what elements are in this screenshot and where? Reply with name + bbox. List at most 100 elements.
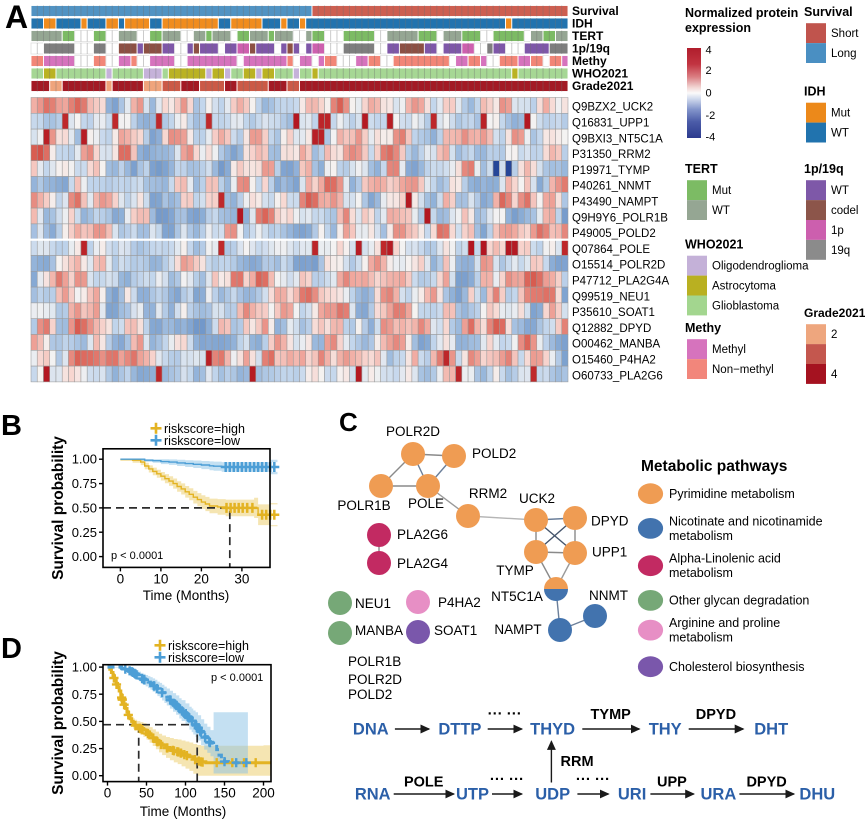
svg-text:0.75: 0.75 (72, 476, 97, 491)
svg-text:Arginine and proline: Arginine and proline (669, 616, 780, 630)
svg-text:PLA2G4: PLA2G4 (397, 556, 449, 571)
svg-text:P4HA2: P4HA2 (438, 595, 481, 610)
svg-text:C: C (339, 407, 358, 437)
svg-text:DPYD: DPYD (591, 514, 629, 529)
svg-text:TERT: TERT (572, 29, 604, 43)
svg-text:POLE: POLE (404, 775, 444, 791)
svg-text:URA: URA (701, 786, 737, 804)
svg-text:Non−methyl: Non−methyl (712, 364, 774, 376)
svg-text:DHU: DHU (799, 786, 835, 804)
svg-text:100: 100 (174, 786, 197, 801)
svg-text:Normalized protein: Normalized protein (685, 6, 798, 20)
svg-text:POLR1B: POLR1B (337, 498, 390, 513)
svg-text:P43490_NAMPT: P43490_NAMPT (572, 197, 658, 209)
svg-text:IDH: IDH (572, 17, 593, 31)
svg-text:Short: Short (831, 28, 859, 40)
svg-text:Pyrimidine metabolism: Pyrimidine metabolism (669, 487, 795, 501)
svg-text:UDP: UDP (535, 786, 570, 804)
svg-text:POLR2D: POLR2D (386, 424, 440, 439)
svg-text:POLE: POLE (408, 496, 444, 511)
svg-text:D: D (1, 633, 22, 665)
svg-text:Other glycan degradation: Other glycan degradation (669, 594, 809, 608)
svg-text:metabolism: metabolism (669, 566, 733, 580)
svg-text:POLD2: POLD2 (472, 446, 516, 461)
svg-text:O60733_PLA2G6: O60733_PLA2G6 (572, 370, 663, 382)
svg-text:riskscore=high: riskscore=high (164, 422, 245, 436)
svg-text:DHT: DHT (754, 721, 788, 739)
svg-text:Cholesterol biosynthesis: Cholesterol biosynthesis (669, 660, 805, 674)
svg-text:4: 4 (831, 369, 838, 381)
svg-text:URI: URI (618, 786, 646, 804)
svg-text:0: 0 (706, 88, 712, 100)
svg-text:4: 4 (706, 45, 712, 57)
svg-text:10: 10 (153, 571, 168, 586)
svg-text:Survival probability: Survival probability (50, 651, 67, 795)
svg-text:19q: 19q (831, 245, 850, 257)
svg-text:P40261_NNMT: P40261_NNMT (572, 181, 651, 193)
svg-text:2: 2 (831, 329, 837, 341)
svg-text:··· ···: ··· ··· (488, 706, 522, 723)
svg-text:Grade2021: Grade2021 (804, 306, 865, 320)
svg-text:Mut: Mut (712, 185, 732, 197)
svg-text:expression: expression (685, 21, 751, 35)
svg-text:P19971_TYMP: P19971_TYMP (572, 165, 650, 177)
svg-text:Q16831_UPP1: Q16831_UPP1 (572, 118, 649, 130)
svg-text:Long: Long (831, 48, 857, 60)
svg-text:DTTP: DTTP (438, 721, 481, 739)
svg-text:A: A (5, 0, 28, 35)
svg-text:Q9BXI3_NT5C1A: Q9BXI3_NT5C1A (572, 133, 663, 145)
svg-text:WHO2021: WHO2021 (685, 238, 743, 252)
svg-text:Grade2021: Grade2021 (572, 79, 634, 93)
svg-text:UCK2: UCK2 (519, 491, 555, 506)
svg-text:O15460_P4HA2: O15460_P4HA2 (572, 355, 656, 367)
svg-text:P35610_SOAT1: P35610_SOAT1 (572, 307, 655, 319)
svg-text:THY: THY (649, 721, 682, 739)
svg-text:metabolism: metabolism (669, 529, 733, 543)
svg-text:0: 0 (117, 571, 125, 586)
svg-text:P49005_POLD2: P49005_POLD2 (572, 228, 656, 240)
svg-text:THYD: THYD (530, 721, 575, 739)
svg-text:O00462_MANBA: O00462_MANBA (572, 339, 661, 351)
svg-text:SOAT1: SOAT1 (434, 623, 477, 638)
svg-text:Glioblastoma: Glioblastoma (712, 300, 780, 312)
svg-text:P47712_PLA2G4A: P47712_PLA2G4A (572, 276, 670, 288)
svg-text:Methy: Methy (572, 54, 607, 68)
svg-text:B: B (1, 410, 22, 442)
svg-text:POLR2D: POLR2D (348, 672, 402, 687)
svg-text:riskscore=low: riskscore=low (168, 651, 245, 665)
svg-text:WT: WT (831, 128, 849, 140)
svg-text:Nicotinate and nicotinamide: Nicotinate and nicotinamide (669, 514, 823, 528)
svg-text:p < 0.0001: p < 0.0001 (211, 672, 263, 684)
svg-text:Time (Months): Time (Months) (140, 804, 227, 819)
svg-text:0.25: 0.25 (72, 525, 97, 540)
svg-text:Astrocytoma: Astrocytoma (712, 281, 777, 293)
svg-text:Oligodendroglioma: Oligodendroglioma (712, 261, 809, 273)
svg-text:IDH: IDH (804, 85, 826, 99)
svg-text:Q12882_DPYD: Q12882_DPYD (572, 323, 651, 335)
svg-text:Q9BZX2_UCK2: Q9BZX2_UCK2 (572, 102, 653, 114)
svg-text:Q07864_POLE: Q07864_POLE (572, 244, 650, 256)
svg-text:Metabolic pathways: Metabolic pathways (641, 458, 787, 475)
svg-text:··· ···: ··· ··· (576, 771, 610, 788)
svg-text:NNMT: NNMT (589, 588, 628, 603)
svg-text:-2: -2 (706, 110, 716, 122)
svg-text:riskscore=low: riskscore=low (164, 434, 241, 448)
svg-text:30: 30 (234, 571, 249, 586)
svg-text:riskscore=high: riskscore=high (168, 639, 249, 653)
svg-text:DPYD: DPYD (696, 707, 736, 723)
svg-text:WHO2021: WHO2021 (572, 67, 628, 81)
svg-text:NT5C1A: NT5C1A (491, 589, 543, 604)
svg-text:Q99519_NEU1: Q99519_NEU1 (572, 291, 650, 303)
svg-text:Methyl: Methyl (712, 344, 746, 356)
svg-text:Survival: Survival (804, 5, 853, 19)
svg-text:RNA: RNA (355, 786, 391, 804)
svg-text:TYMP: TYMP (591, 707, 632, 723)
svg-text:UTP: UTP (456, 786, 489, 804)
svg-text:NEU1: NEU1 (355, 596, 391, 611)
svg-text:POLR1B: POLR1B (348, 654, 401, 669)
svg-text:20: 20 (194, 571, 209, 586)
svg-text:Q9H9Y6_POLR1B: Q9H9Y6_POLR1B (572, 212, 668, 224)
svg-text:NAMPT: NAMPT (494, 622, 541, 637)
svg-text:TYMP: TYMP (496, 563, 534, 578)
svg-text:0.50: 0.50 (72, 500, 97, 515)
